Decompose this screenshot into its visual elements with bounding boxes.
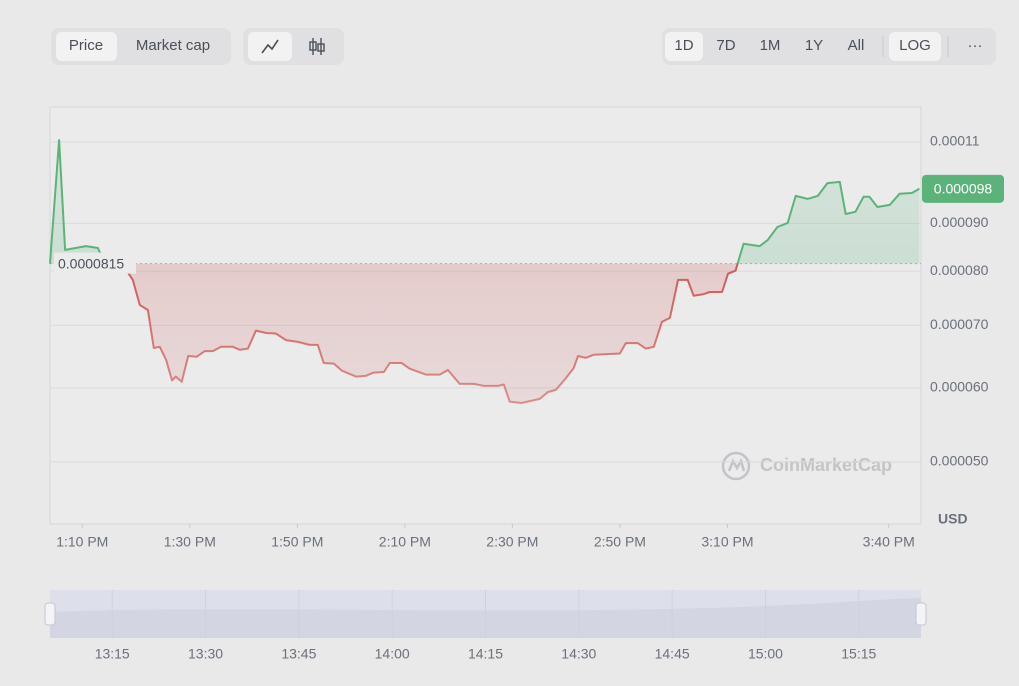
baseline-label-bg: [54, 252, 136, 274]
x-tick-label: 3:40 PM: [863, 534, 915, 550]
y-tick-label: 0.000060: [930, 379, 989, 395]
price-line: [49, 139, 920, 404]
range-button[interactable]: 7D: [716, 37, 735, 54]
x-tick-label: 1:10 PM: [56, 534, 108, 550]
area: [50, 140, 920, 403]
tab-active[interactable]: [56, 32, 117, 61]
y-tick-label: 0.000080: [930, 262, 989, 278]
navigator-tick-label: 13:45: [281, 646, 316, 662]
navigator-tick-label: 15:15: [841, 646, 876, 662]
watermark: CoinMarketCap: [760, 455, 892, 475]
navigator-handle[interactable]: [915, 602, 927, 626]
last-value-marker: [922, 174, 1004, 203]
range-button[interactable]: All: [848, 37, 865, 54]
navigator-tick-label: 14:30: [561, 646, 596, 662]
baseline-label: 0.0000815: [58, 255, 124, 271]
y-tick-label: 0.00011: [930, 133, 980, 149]
tab[interactable]: Market cap: [136, 37, 210, 54]
y-tick-label: 0.000070: [930, 316, 989, 332]
range-button[interactable]: 1M: [760, 37, 781, 54]
currency: USD: [938, 511, 968, 527]
log-button[interactable]: LOG: [899, 37, 931, 54]
x-tick-label: 2:50 PM: [594, 534, 646, 550]
x-tick-label: 1:50 PM: [271, 534, 323, 550]
range-group: [662, 28, 996, 65]
y-tick-label: 0.000050: [930, 453, 989, 469]
x-tick-label: 2:10 PM: [379, 534, 431, 550]
y-tick-label: 0.000090: [930, 214, 989, 230]
x-tick-label: 2:30 PM: [486, 534, 538, 550]
navigator-tick-label: 13:30: [188, 646, 223, 662]
navigator-handle[interactable]: [44, 602, 56, 626]
watermark-icon: [721, 451, 751, 481]
range-button[interactable]: 1D: [674, 37, 693, 54]
x-tick-label: 1:30 PM: [164, 534, 216, 550]
range-button[interactable]: 1Y: [805, 37, 823, 54]
tab[interactable]: Price: [69, 37, 103, 54]
line-icon: [261, 39, 279, 54]
more-button[interactable]: ···: [968, 37, 983, 54]
x-tick-label: 3:10 PM: [701, 534, 753, 550]
range-active[interactable]: [665, 32, 703, 61]
log-active[interactable]: [889, 32, 941, 61]
navigator-tick-label: 15:00: [748, 646, 783, 662]
navigator-tick-label: 14:45: [655, 646, 690, 662]
candle-icon[interactable]: [309, 38, 325, 55]
navigator-tick-label: 14:15: [468, 646, 503, 662]
navigator-tick-label: 13:15: [95, 646, 130, 662]
last-value-label: 0.000098: [934, 181, 993, 197]
navigator-tick-label: 14:00: [375, 646, 410, 662]
